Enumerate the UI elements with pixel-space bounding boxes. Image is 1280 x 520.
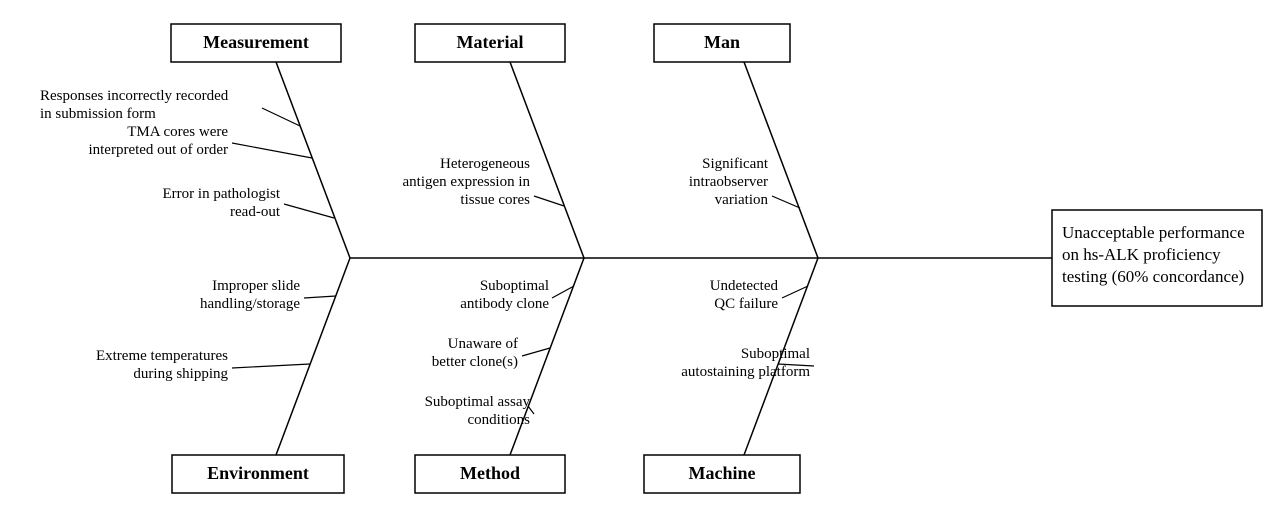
cause-machine-1: Suboptimalautostaining platform	[681, 346, 810, 380]
category-man: Man Significantintraobservervariation	[654, 24, 818, 258]
effect-text: Unacceptable performanceon hs-ALK profic…	[1062, 223, 1245, 286]
cause-environment-0: Improper slidehandling/storage	[200, 278, 300, 312]
cause-method-2: Suboptimal assayconditions	[425, 394, 531, 428]
category-measurement: Measurement Responses incorrectly recorde…	[40, 24, 350, 258]
fishbone-diagram: Unacceptable performanceon hs-ALK profic…	[0, 0, 1280, 520]
cause-environment-1: Extreme temperaturesduring shipping	[96, 348, 229, 382]
category-label-method: Method	[460, 463, 520, 483]
category-label-man: Man	[704, 32, 740, 52]
cause-tick-method-1	[522, 348, 550, 356]
category-label-measurement: Measurement	[203, 32, 309, 52]
category-machine: Machine UndetectedQC failure Suboptimalaut…	[644, 258, 818, 493]
category-method: Method Suboptimalantibody clone Unaware of…	[415, 258, 584, 493]
cause-method-1: Unaware ofbetter clone(s)	[432, 336, 518, 370]
category-material: Material Heterogeneousantigen expression …	[403, 24, 584, 258]
category-label-material: Material	[457, 32, 524, 52]
cause-tick-material-0	[534, 196, 564, 206]
cause-method-0: Suboptimalantibody clone	[460, 278, 549, 312]
cause-machine-0: UndetectedQC failure	[710, 278, 779, 312]
cause-measurement-1: TMA cores wereinterpreted out of order	[88, 124, 228, 158]
cause-man-0: Significantintraobservervariation	[689, 156, 769, 208]
category-label-machine: Machine	[689, 463, 756, 483]
cause-tick-environment-1	[232, 364, 310, 368]
cause-material-0: Heterogeneousantigen expression intissue…	[403, 156, 531, 208]
cause-tick-measurement-2	[284, 204, 334, 218]
cause-measurement-0: Responses incorrectly recordedin submiss…	[40, 88, 229, 122]
cause-tick-environment-0	[304, 296, 336, 298]
category-label-environment: Environment	[207, 463, 309, 483]
bone-measurement	[276, 62, 350, 258]
category-environment: Environment Improper slidehandling/storag…	[96, 258, 350, 493]
cause-measurement-2: Error in pathologistread-out	[163, 186, 281, 220]
cause-tick-measurement-1	[232, 143, 312, 158]
